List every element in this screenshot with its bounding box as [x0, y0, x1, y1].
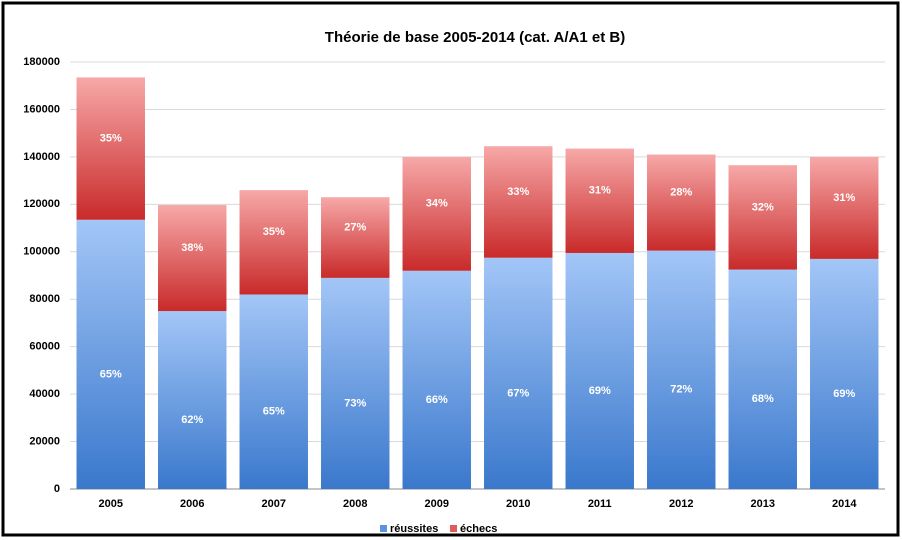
bar-segment: [647, 250, 716, 489]
bar-segment: [484, 146, 553, 258]
x-tick-label: 2007: [262, 498, 286, 510]
bar-segment: [239, 294, 308, 489]
y-tick-label: 40000: [29, 388, 60, 400]
data-label: 27%: [344, 221, 366, 233]
data-label: 69%: [589, 385, 611, 397]
data-label: 66%: [426, 394, 448, 406]
data-label: 65%: [100, 368, 122, 380]
y-tick-label: 180000: [23, 56, 60, 68]
data-label: 32%: [752, 201, 774, 213]
legend-swatch: [380, 525, 387, 532]
x-tick-label: 2009: [425, 498, 449, 510]
data-label: 73%: [344, 397, 366, 409]
legend-swatch: [450, 525, 457, 532]
legend-label: échecs: [460, 523, 497, 535]
y-tick-label: 120000: [23, 198, 60, 210]
data-label: 35%: [263, 226, 285, 238]
bar-segment: [158, 311, 227, 489]
x-tick-label: 2013: [751, 498, 775, 510]
data-label: 28%: [670, 186, 692, 198]
bar-segment: [565, 148, 634, 253]
y-tick-label: 140000: [23, 151, 60, 163]
bar-segment: [647, 154, 716, 251]
x-tick-label: 2008: [343, 498, 367, 510]
data-label: 35%: [100, 132, 122, 144]
bar-segment: [810, 156, 879, 259]
x-tick-label: 2011: [588, 498, 612, 510]
y-tick-label: 80000: [29, 293, 60, 305]
x-tick-label: 2012: [669, 498, 693, 510]
bar-segment: [728, 269, 797, 489]
data-label: 68%: [752, 393, 774, 405]
bar-segment: [402, 270, 471, 489]
data-label: 72%: [670, 384, 692, 396]
x-tick-label: 2014: [832, 498, 857, 510]
bar-segment: [565, 252, 634, 489]
x-tick-label: 2006: [180, 498, 204, 510]
data-label: 38%: [181, 242, 203, 254]
bar-segment: [810, 258, 879, 489]
chart-title: Théorie de base 2005-2014 (cat. A/A1 et …: [325, 29, 625, 46]
x-tick-label: 2010: [506, 498, 530, 510]
data-label: 34%: [426, 198, 448, 210]
x-tick-label: 2005: [99, 498, 123, 510]
bar-segment: [402, 156, 471, 271]
data-label: 33%: [507, 186, 529, 198]
bar-segment: [158, 205, 227, 312]
legend-label: réussites: [390, 523, 438, 535]
bar-segment: [239, 190, 308, 295]
data-label: 31%: [833, 192, 855, 204]
bar-segment: [321, 197, 390, 278]
bar-segment: [728, 165, 797, 270]
bar-segment: [76, 219, 145, 489]
y-tick-label: 100000: [23, 246, 60, 258]
y-tick-label: 20000: [29, 435, 60, 447]
y-tick-label: 160000: [23, 103, 60, 115]
data-label: 67%: [507, 387, 529, 399]
y-tick-label: 0: [54, 483, 60, 495]
data-label: 31%: [589, 185, 611, 197]
data-label: 65%: [263, 406, 285, 418]
data-label: 62%: [181, 414, 203, 426]
y-tick-label: 60000: [29, 341, 60, 353]
bar-segment: [321, 277, 390, 489]
data-label: 69%: [833, 388, 855, 400]
bar-segment: [484, 257, 553, 489]
bar-segment: [76, 77, 145, 220]
